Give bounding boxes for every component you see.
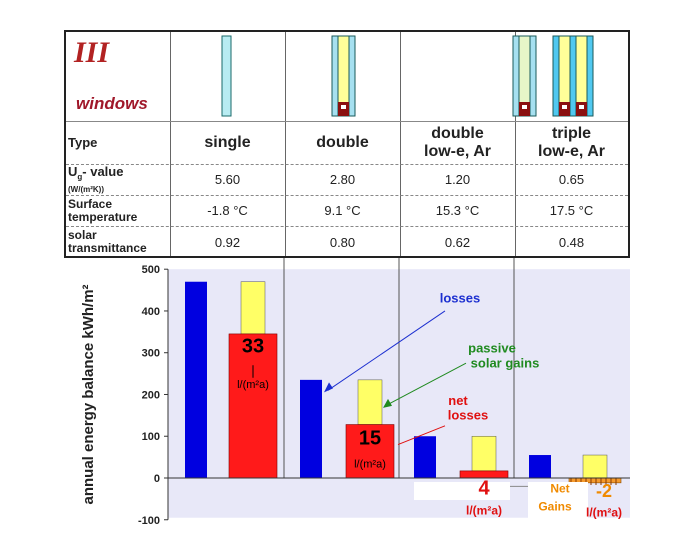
row-label-surface-temperature: Surface temperature <box>68 196 138 224</box>
gains-arrowhead <box>383 398 392 408</box>
type-double-low-e: double low-e, Ar <box>400 121 515 164</box>
divider <box>515 32 516 256</box>
losses-bar <box>185 281 207 478</box>
type-single: single <box>170 121 285 164</box>
u-value-triple: 0.65 <box>558 172 585 187</box>
solar-gains-bar <box>471 435 497 472</box>
y-tick-label: 100 <box>142 431 160 443</box>
net-annotation: losses <box>448 408 488 423</box>
double-pane-icon <box>331 35 356 117</box>
gains-annotation: passive <box>468 341 516 356</box>
losses-annotation: losses <box>440 291 480 306</box>
net-value-label: -2 <box>596 481 612 501</box>
y-tick-label: 300 <box>142 348 160 360</box>
y-tick-label: -100 <box>138 515 160 527</box>
solar-gains-bar <box>582 454 608 479</box>
losses-bar <box>300 379 322 478</box>
double-low-e-pane-icon <box>512 35 537 117</box>
net-unit-label: l/(m²a) <box>237 379 269 391</box>
solar-double: 0.80 <box>329 234 356 250</box>
u-value-single: 5.60 <box>214 172 241 187</box>
window-properties-table: III windows <box>64 30 630 258</box>
solar-triple: 0.48 <box>558 234 585 250</box>
y-axis-label: annual energy balance kWh/m² <box>80 284 97 504</box>
type-line-1: double <box>431 124 484 142</box>
divider <box>400 32 401 256</box>
solar-double-low-e: 0.62 <box>444 234 471 250</box>
u-value-double: 2.80 <box>329 172 356 187</box>
net-unit-label: l/(m²a) <box>466 503 502 517</box>
y-tick-label: 500 <box>142 264 160 276</box>
surface-temp-double-low-e: 15.3 °C <box>435 203 480 218</box>
divider <box>170 32 171 256</box>
row-label-type: Type <box>68 135 98 150</box>
row-label-solar-transmittance: solar transmittance <box>68 228 147 255</box>
losses-bar <box>414 436 436 478</box>
divider <box>66 164 628 165</box>
surface-temp-double: 9.1 °C <box>324 203 361 218</box>
solar-gains-bar <box>240 281 266 335</box>
losses-arrow <box>327 310 446 391</box>
net-unit-label: l/(m²a) <box>354 459 386 471</box>
u-symbol: U <box>68 164 78 180</box>
u-subscript: g <box>77 172 83 182</box>
type-line-1: single <box>204 133 251 151</box>
net-annotation: net <box>448 393 468 408</box>
surface-temp-single: -1.8 °C <box>207 203 248 218</box>
label-backdrop <box>414 482 510 500</box>
net-value-label: 33 <box>242 336 264 358</box>
y-tick-label: 400 <box>142 306 160 318</box>
u-label-rest: - value <box>82 164 124 180</box>
solar-gains-bar <box>357 379 383 425</box>
single-pane-icon <box>221 35 232 117</box>
divider <box>66 226 628 227</box>
type-line-1: triple <box>551 124 592 142</box>
net-value-label: 4 <box>478 478 490 500</box>
surface-temp-triple: 17.5 °C <box>549 203 594 218</box>
row-label-u-value: Ug- value (W/(m²K)) <box>66 164 172 195</box>
type-line-2: low-e, Ar <box>424 142 491 160</box>
u-value-double-low-e: 1.20 <box>444 172 471 187</box>
u-value-label: Ug- value <box>68 165 123 185</box>
losses-bar <box>529 455 551 478</box>
net-value-label: 15 <box>359 428 381 450</box>
solar-single: 0.92 <box>214 234 241 250</box>
gains-arrow <box>386 362 467 406</box>
divider <box>66 121 628 122</box>
losses-arrowhead <box>324 382 333 393</box>
u-value-unit: (W/(m²K)) <box>68 184 104 194</box>
section-number: III <box>74 36 110 69</box>
energy-balance-chart: 500 400 300 200 100 0 -100 annual energy balanc… <box>80 258 630 532</box>
window-illustrations <box>221 35 594 117</box>
type-double: double <box>285 121 400 164</box>
triple-pane-icon <box>552 35 594 117</box>
type-line-1: double <box>316 133 369 151</box>
label-backdrop <box>528 482 588 532</box>
net-arrow <box>397 425 446 446</box>
divider <box>285 32 286 256</box>
net-unit-label: l/(m²a) <box>586 505 622 519</box>
gains-annotation: solar gains <box>471 355 540 370</box>
net-losses-bar <box>228 333 278 479</box>
section-title: windows <box>76 94 148 113</box>
divider <box>66 195 628 196</box>
type-line-2: low-e, Ar <box>538 142 605 160</box>
net-gains-annotation: Net <box>550 482 569 496</box>
type-triple-low-e: triple low-e, Ar <box>515 121 628 164</box>
y-tick-label: 200 <box>142 389 160 401</box>
y-tick-label: 0 <box>154 473 160 485</box>
net-gains-annotation: Gains <box>538 500 572 514</box>
